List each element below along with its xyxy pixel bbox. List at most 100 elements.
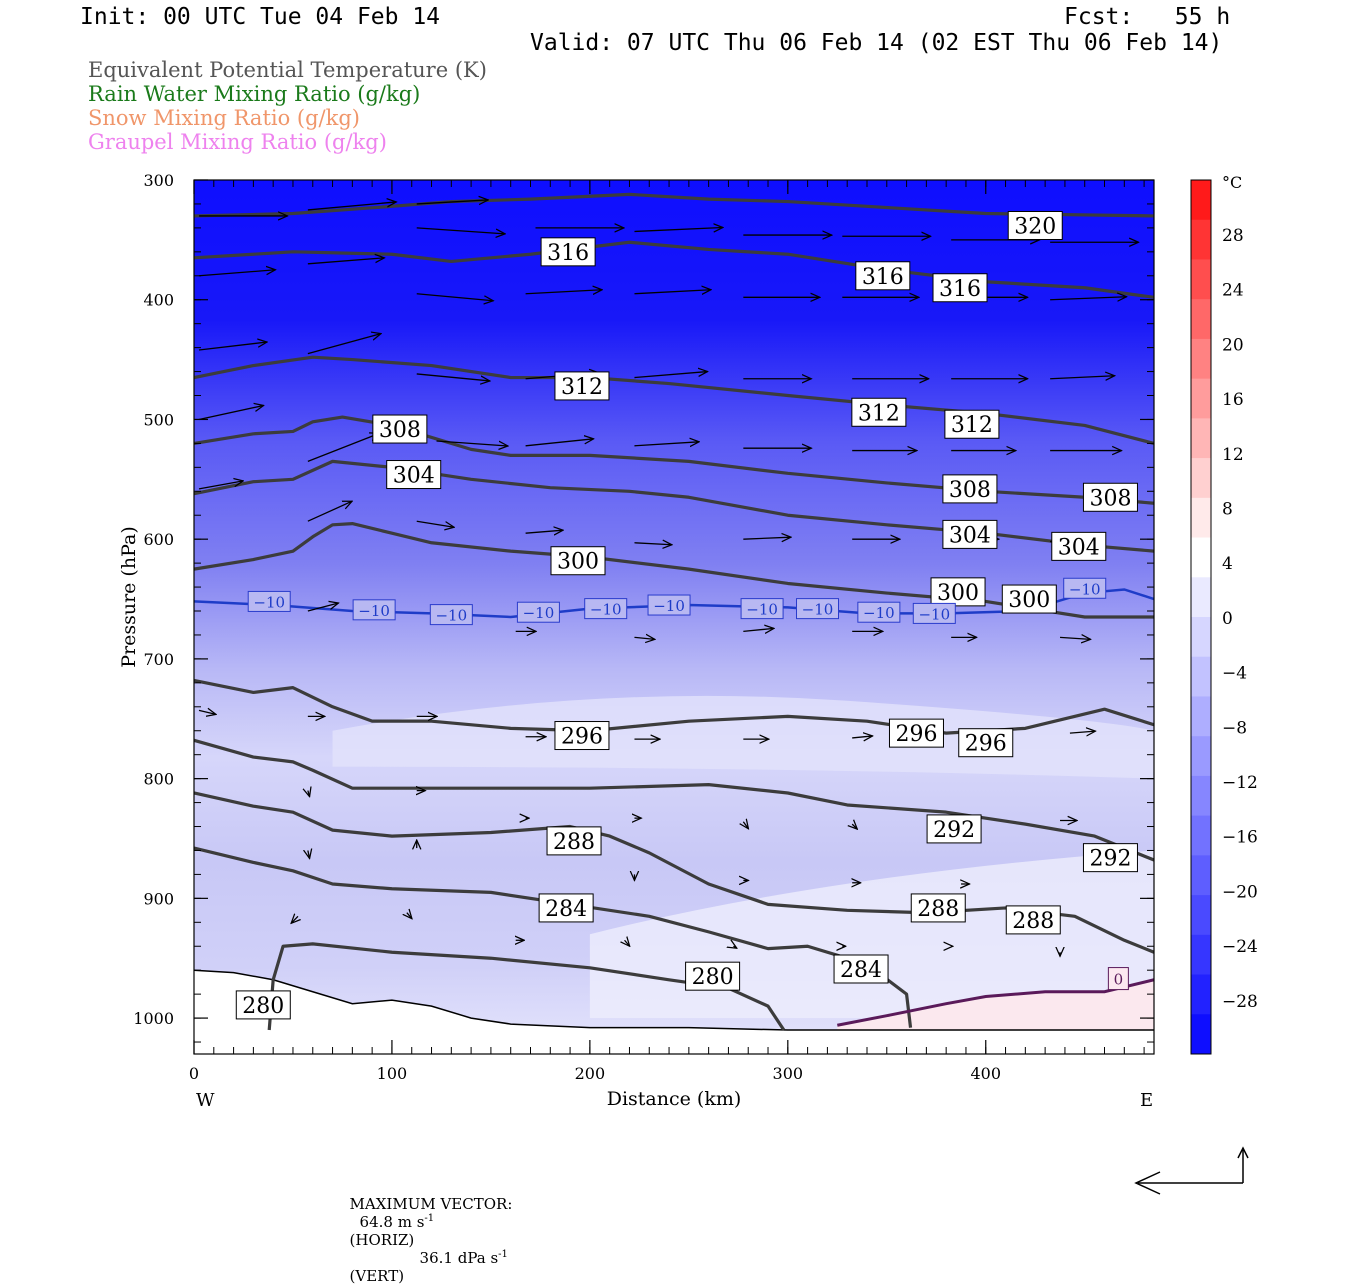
wind-vector: [307, 258, 385, 265]
terrain: [194, 970, 1154, 1054]
contour-label-text: 308: [949, 478, 991, 503]
warm-patch: [332, 695, 1154, 779]
terrain-line: [193, 969, 1154, 1031]
colorbar-segment: [1191, 696, 1211, 737]
isotherm-label-box: [912, 602, 956, 624]
contour-label-text: 288: [917, 897, 959, 922]
contour-label: 316: [932, 273, 988, 303]
horiz-unit: (HORIZ): [349, 1231, 415, 1249]
wind-vector: [525, 530, 563, 533]
contour-label-text: 312: [561, 375, 603, 400]
contour-label-box: [685, 961, 741, 991]
contour-label: 300: [550, 546, 606, 576]
contour-label-text: 312: [858, 401, 900, 426]
contour-label-text: 304: [949, 523, 991, 548]
colorbar-segment: [1191, 259, 1211, 300]
wind-vectors: [198, 200, 1139, 956]
max-vector-label: MAXIMUM VECTOR:: [349, 1195, 513, 1213]
wind-vector: [198, 270, 276, 277]
x-axis-title: Distance (km): [607, 1088, 742, 1110]
isotherm-label: −10: [352, 599, 396, 621]
isotherm-label: −10: [516, 601, 560, 623]
colorbar-segment: [1191, 736, 1211, 777]
plot-frame: [193, 179, 1155, 1055]
isotherm-label: −10: [740, 598, 784, 620]
contour-label: 312: [851, 397, 907, 427]
colorbar-segment: [1191, 577, 1211, 618]
contour-label-box: [932, 273, 988, 303]
wind-vector: [307, 433, 379, 462]
colorbar: °C 28 24 20 16 12 8 4 0 −4 −8 −12 −16 −20 −24 −28: [1190, 173, 1258, 1055]
freezing-label-box: [1107, 967, 1129, 991]
colorbar-segment: [1191, 855, 1211, 896]
vert-unit: (VERT): [349, 1267, 405, 1285]
contour-label: 316: [540, 237, 596, 267]
contour-label-box: [1082, 482, 1138, 512]
contour-label-text: 316: [939, 277, 981, 302]
wind-vector: [198, 405, 264, 421]
valid-time: Valid: 07 UTC Thu 06 Feb 14 (02 EST Thu …: [530, 30, 1223, 56]
colorbar-tick-label: 12: [1222, 445, 1244, 465]
contour-label: 308: [1082, 482, 1138, 512]
isotherm-label-box: [584, 598, 628, 620]
colorbar-tick-label: 20: [1222, 335, 1244, 355]
theta-e-contour-280: [267, 942, 786, 1031]
isotherm-label-box: [1063, 577, 1107, 599]
y-tick-label: 500: [143, 410, 174, 429]
contour-label: 320: [1007, 210, 1063, 240]
east-label: E: [1140, 1090, 1153, 1111]
colorbar-segment: [1191, 299, 1211, 340]
isotherm-label: −10: [796, 598, 840, 620]
wind-vector: [291, 916, 298, 923]
isotherm-label-box: [247, 590, 291, 612]
isotherm-label-box: [796, 598, 840, 620]
contour-label-text: 308: [1089, 486, 1131, 511]
wind-vector: [198, 710, 216, 714]
theta-e-contour-292: [193, 738, 1155, 862]
contour-label: 292: [1082, 843, 1138, 873]
colorbar-segment: [1191, 895, 1211, 936]
colorbar-tick-label: −8: [1222, 718, 1247, 738]
contour-label: 280: [685, 961, 741, 991]
contour-label-text: 308: [379, 418, 421, 443]
isotherm-label: −10: [647, 594, 691, 616]
x-tick-label: 400: [970, 1064, 1001, 1083]
contour-label-text: 292: [1089, 847, 1131, 872]
contour-label-box: [372, 414, 428, 444]
contour-label-box: [1051, 531, 1107, 561]
wind-vector: [308, 850, 310, 858]
x-tick-label: 0: [189, 1064, 199, 1083]
contour-label: 304: [386, 460, 442, 490]
contour-label-box: [386, 460, 442, 490]
contour-label: 284: [538, 893, 594, 923]
colorbar-segment: [1191, 537, 1211, 578]
isotherm-label-box: [516, 601, 560, 623]
colorbar-tick-label: 24: [1222, 281, 1244, 301]
contour-label-text: 280: [242, 994, 284, 1019]
contour-label-box: [550, 546, 606, 576]
contour-label-text: 296: [561, 725, 603, 750]
y-tick-label: 700: [143, 650, 174, 669]
contour-label-box: [833, 954, 889, 984]
isotherm-label-text: −10: [746, 601, 778, 619]
contour-label-text: 296: [965, 732, 1007, 757]
isotherm-label: −10: [1063, 577, 1107, 599]
contour-label: 308: [372, 414, 428, 444]
wind-vector: [733, 946, 736, 948]
contour-label-text: 320: [1014, 214, 1056, 239]
y-tick-label: 600: [143, 530, 174, 549]
contour-label-box: [944, 409, 1000, 439]
wind-vector: [634, 442, 699, 446]
contour-label-text: 284: [840, 958, 882, 983]
isotherm-label-box: [352, 599, 396, 621]
isotherm-label-text: −10: [253, 593, 285, 611]
contour-label: 288: [546, 826, 602, 856]
contour-label-box: [554, 371, 610, 401]
freezing-label-text: 0: [1114, 971, 1124, 989]
y-tick-label: 800: [143, 770, 174, 789]
wind-vector: [416, 520, 454, 527]
wind-vector: [852, 824, 857, 829]
axes: 300 400 500 600 700 800 900 1000 0 100 200 300 400 Di…: [118, 171, 1155, 1111]
wind-vector: [743, 822, 748, 829]
contour-label: 312: [944, 409, 1000, 439]
